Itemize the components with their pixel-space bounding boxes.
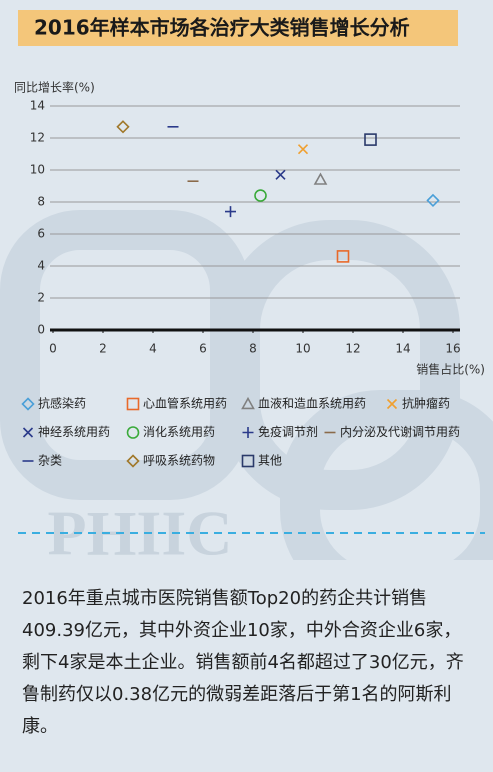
y-tick-label: 2 xyxy=(37,291,45,305)
marker xyxy=(364,133,377,146)
x-tick-label: 16 xyxy=(445,342,460,356)
marker xyxy=(386,398,398,410)
marker xyxy=(22,427,34,438)
marker xyxy=(313,172,328,185)
marker xyxy=(254,189,267,202)
body-text: 2016年重点城市医院销售额Top20的药企共计销售409.39亿元，其中外资企… xyxy=(22,588,464,737)
marker xyxy=(126,397,140,411)
y-axis-label: 同比增长率(%) xyxy=(14,80,95,95)
x-tick-label: 6 xyxy=(199,342,207,356)
y-tick-label: 12 xyxy=(30,131,45,145)
marker xyxy=(225,206,236,218)
chart: PHIIC 2016年样本市场各治疗大类销售增长分析 同比增长率(%) 销售占比… xyxy=(0,10,493,560)
marker xyxy=(126,426,140,439)
legend-label: 神经系统用药 xyxy=(38,425,110,439)
background-shapes xyxy=(0,210,493,560)
legend-label: 抗感染药 xyxy=(38,396,86,411)
y-tick-label: 0 xyxy=(37,323,45,337)
legend-label: 免疫调节剂 xyxy=(258,424,318,439)
x-tick-label: 8 xyxy=(249,342,257,356)
x-axis-label: 销售占比(%) xyxy=(416,362,485,377)
marker xyxy=(242,427,254,438)
marker xyxy=(241,396,255,410)
legend-label: 杂类 xyxy=(38,454,62,468)
x-tick-label: 2 xyxy=(99,342,107,356)
legend-label: 消化系统用药 xyxy=(143,425,215,439)
marker xyxy=(336,250,350,263)
marker xyxy=(241,454,255,468)
marker xyxy=(116,120,130,134)
marker xyxy=(275,169,286,180)
y-tick-label: 6 xyxy=(37,227,45,241)
marker xyxy=(126,454,140,468)
x-tick-label: 0 xyxy=(49,342,57,356)
title: 2016年样本市场各治疗大类销售增长分析 xyxy=(34,16,410,40)
x-tick-label: 4 xyxy=(149,342,157,356)
legend-label: 呼吸系统药物 xyxy=(143,454,215,468)
marker xyxy=(21,397,35,411)
y-tick-label: 4 xyxy=(37,259,45,273)
y-tick-label: 10 xyxy=(30,163,45,177)
marker xyxy=(297,144,309,155)
x-tick-label: 12 xyxy=(345,342,360,356)
legend-label: 抗肿瘤药 xyxy=(402,396,450,411)
x-tick-label: 14 xyxy=(395,342,410,356)
legend-label: 心血管系统用药 xyxy=(143,396,227,411)
title-banner xyxy=(18,10,458,46)
y-tick-label: 14 xyxy=(30,99,45,113)
marker xyxy=(426,193,440,208)
y-tick-label: 8 xyxy=(37,195,45,209)
legend-label: 其他 xyxy=(258,454,282,468)
legend-label: 内分泌及代谢调节用药 xyxy=(340,424,460,439)
x-tick-label: 10 xyxy=(295,342,310,356)
legend-label: 血液和造血系统用药 xyxy=(258,396,366,411)
watermark: PHIIC xyxy=(48,498,233,560)
